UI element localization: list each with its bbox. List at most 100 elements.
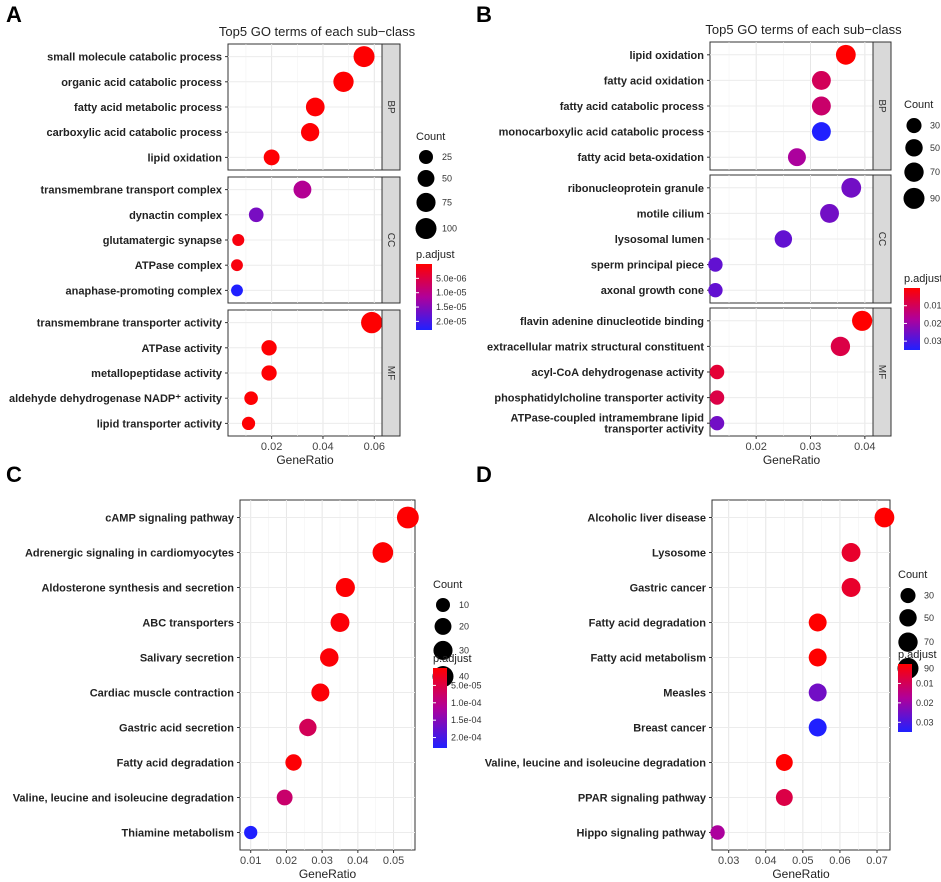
data-point	[293, 180, 312, 199]
x-axis-label: GeneRatio	[299, 867, 357, 881]
category-label: fatty acid oxidation	[604, 75, 705, 87]
x-tick-label: 0.04	[854, 441, 875, 453]
category-label: Gastric acid secretion	[119, 723, 234, 735]
category-label: organic acid catabolic process	[61, 77, 222, 89]
facet-strip-label: MF	[876, 365, 887, 379]
category-label: lysosomal lumen	[615, 234, 705, 246]
x-tick-label: 0.05	[383, 855, 404, 867]
category-label: ATPase-coupled intramembrane lipid	[510, 413, 704, 425]
facet-main: Alcoholic liver disease Lysosome Gastric c…	[485, 499, 895, 851]
facet-strip	[381, 309, 401, 437]
category-label: transmembrane transporter activity	[37, 318, 223, 330]
x-tick-label: 0.02	[745, 441, 766, 453]
data-point	[353, 46, 375, 68]
category-label: Fatty acid degradation	[117, 758, 235, 770]
category-label: Valine, leucine and isoleucine degradati…	[485, 758, 707, 770]
data-point	[300, 123, 320, 142]
count-legend-dot	[906, 118, 922, 134]
count-legend-title: Count	[416, 131, 445, 143]
chart-title: Top5 GO terms of each sub−class	[705, 22, 902, 37]
facet-strip-label: MF	[385, 366, 396, 380]
category-label: cAMP signaling pathway	[105, 513, 235, 525]
padj-colorbar	[433, 668, 447, 748]
x-tick-label: 0.05	[792, 855, 813, 867]
category-label: flavin adenine dinucleotide binding	[520, 316, 704, 328]
data-point	[261, 340, 277, 356]
data-point	[361, 311, 383, 334]
count-legend-label: 50	[442, 173, 452, 183]
data-point	[330, 613, 350, 632]
count-legend-label: 70	[924, 637, 934, 647]
count-legend-label: 90	[924, 663, 934, 673]
count-legend-label: 50	[924, 613, 934, 623]
padj-legend-label: 1.0e-05	[436, 288, 467, 298]
padj-legend-label: 0.03	[924, 336, 941, 346]
category-label: fatty acid catabolic process	[560, 101, 704, 113]
category-label: transmembrane transport complex	[40, 185, 222, 197]
data-point	[775, 754, 793, 771]
count-legend-label: 30	[924, 591, 934, 601]
category-label: phosphatidylcholine transporter activity	[494, 393, 705, 405]
count-legend-dot	[905, 139, 923, 157]
data-point	[811, 122, 831, 142]
category-label: fatty acid beta-oxidation	[577, 152, 704, 164]
data-point	[232, 233, 245, 247]
count-legend-label: 75	[442, 197, 452, 207]
data-point	[320, 648, 339, 667]
category-label: Adrenergic signaling in cardiomyocytes	[25, 548, 234, 560]
x-tick-label: 0.06	[829, 855, 850, 867]
x-tick-label: 0.03	[718, 855, 739, 867]
panel-label: C	[6, 462, 22, 487]
category-label: Fatty acid metabolism	[590, 653, 706, 665]
data-point	[808, 718, 827, 737]
data-point	[841, 578, 861, 597]
facet-strip	[872, 174, 892, 304]
category-label: Fatty acid degradation	[589, 618, 707, 630]
facet-strip-label: CC	[876, 232, 887, 246]
category-label: ABC transporters	[142, 618, 234, 630]
panel-b: B Top5 GO terms of each sub−class lipid ox…	[476, 2, 941, 467]
data-point	[787, 148, 806, 167]
count-legend-dot	[900, 588, 916, 604]
plot-panel	[711, 499, 891, 851]
data-point	[231, 284, 243, 297]
count-legend-label: 25	[442, 152, 452, 162]
padj-legend-label: 5.0e-06	[436, 273, 467, 283]
data-point	[305, 97, 325, 117]
count-legend-dot	[898, 632, 918, 652]
facet-bp: lipid oxidation fatty acid oxidation fatty…	[499, 41, 892, 171]
facet-strip-label: BP	[385, 100, 396, 114]
data-point	[244, 825, 258, 840]
data-point	[775, 789, 793, 806]
data-point	[263, 149, 280, 166]
data-point	[841, 177, 862, 198]
x-tick-label: 0.04	[312, 441, 333, 453]
padj-legend-label: 0.02	[924, 318, 941, 328]
x-tick-label: 0.03	[311, 855, 332, 867]
x-tick-label: 0.06	[364, 441, 385, 453]
x-tick-label: 0.02	[276, 855, 297, 867]
category-label: Aldosterone synthesis and secretion	[41, 583, 234, 595]
category-label: small molecule catabolic process	[47, 52, 222, 64]
facet-mf: transmembrane transporter activity ATPase…	[9, 309, 401, 437]
data-point	[241, 416, 256, 431]
category-label: PPAR signaling pathway	[578, 793, 707, 805]
data-point	[396, 506, 419, 529]
category-label: Gastric cancer	[630, 583, 707, 595]
category-label: acyl-CoA dehydrogenase activity	[531, 367, 704, 379]
padj-colorbar	[904, 288, 920, 350]
padj-legend-label: 2.0e-05	[436, 316, 467, 326]
count-legend-label: 30	[459, 645, 469, 655]
count-legend-label: 30	[930, 121, 940, 131]
data-point	[372, 542, 394, 563]
count-legend-label: 100	[442, 224, 457, 234]
count-legend-dot	[417, 170, 435, 187]
category-label: Lysosome	[652, 548, 706, 560]
data-point	[808, 648, 827, 667]
count-legend-dot	[434, 618, 452, 635]
padj-legend-label: 0.02	[916, 698, 934, 708]
category-label: carboxylic acid catabolic process	[47, 127, 222, 139]
x-tick-label: 0.01	[240, 855, 261, 867]
